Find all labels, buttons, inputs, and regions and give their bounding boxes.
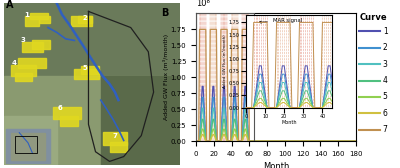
Bar bbox=[71, 16, 92, 26]
Text: MAR signal: MAR signal bbox=[259, 18, 302, 24]
Text: 6: 6 bbox=[58, 105, 63, 111]
Bar bbox=[25, 16, 39, 26]
Y-axis label: Added GW Flux (m³/month): Added GW Flux (m³/month) bbox=[224, 34, 228, 88]
Bar bbox=[32, 40, 50, 49]
Bar bbox=[15, 136, 37, 153]
Bar bbox=[102, 132, 127, 145]
Bar bbox=[39, 16, 50, 23]
Bar bbox=[74, 70, 99, 79]
X-axis label: Month: Month bbox=[281, 120, 297, 125]
Bar bbox=[110, 142, 127, 152]
Text: 4: 4 bbox=[12, 60, 17, 66]
Bar bbox=[101, 76, 180, 165]
Text: 3: 3 bbox=[21, 37, 26, 44]
Bar bbox=[4, 3, 180, 76]
Bar bbox=[82, 66, 99, 74]
Text: 3: 3 bbox=[383, 60, 388, 69]
Bar bbox=[4, 76, 180, 165]
Bar bbox=[53, 107, 82, 119]
Bar bbox=[4, 116, 57, 165]
Bar bbox=[22, 42, 43, 52]
Bar bbox=[11, 65, 36, 76]
Text: B: B bbox=[161, 8, 168, 18]
Bar bbox=[14, 73, 32, 81]
Text: 10⁶: 10⁶ bbox=[196, 0, 210, 8]
Bar bbox=[78, 16, 92, 23]
Bar bbox=[10, 133, 46, 160]
Y-axis label: Added GW Flux (m³/month): Added GW Flux (m³/month) bbox=[163, 34, 169, 120]
Text: 1: 1 bbox=[383, 27, 388, 36]
Text: 5: 5 bbox=[82, 65, 87, 71]
Bar bbox=[30, 13, 48, 19]
Text: Curve: Curve bbox=[360, 13, 388, 22]
Bar bbox=[196, 13, 254, 141]
Bar bbox=[60, 116, 78, 126]
X-axis label: Month: Month bbox=[263, 162, 289, 168]
Text: 4: 4 bbox=[383, 76, 388, 85]
Text: 0      10     20 km: 0 10 20 km bbox=[16, 150, 50, 154]
Text: 7: 7 bbox=[112, 133, 117, 139]
Text: 1: 1 bbox=[24, 12, 29, 18]
Text: 6: 6 bbox=[383, 109, 388, 118]
Text: 5: 5 bbox=[383, 92, 388, 101]
Bar bbox=[18, 58, 46, 68]
Text: 2: 2 bbox=[82, 15, 87, 21]
Text: 7: 7 bbox=[383, 125, 388, 134]
Text: A: A bbox=[6, 0, 13, 10]
Text: 2: 2 bbox=[383, 43, 388, 52]
